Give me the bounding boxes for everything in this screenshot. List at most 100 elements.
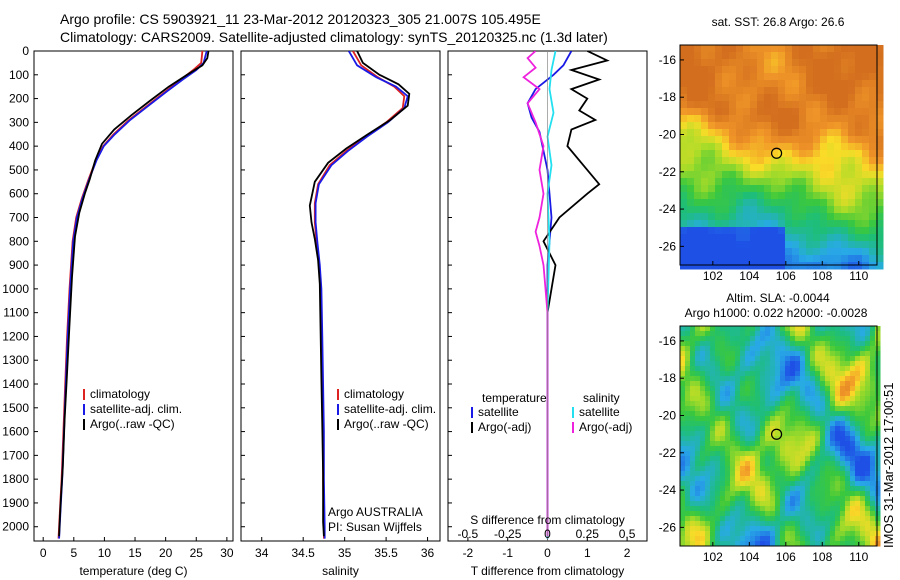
sla-map-frame xyxy=(679,325,878,547)
sla-map-xtick-label: 108 xyxy=(812,550,832,564)
temperature-legend-label: climatology xyxy=(90,387,150,401)
temperature-ytick-label: 1100 xyxy=(3,306,29,320)
differences-xtick-label: 2 xyxy=(624,546,631,560)
differences-legend-label: satellite xyxy=(579,405,620,419)
temperature-panel: 0100200300400500600700800900100011001200… xyxy=(2,44,234,578)
sla-map-ytick-label: -18 xyxy=(659,371,677,385)
temperature-ytick-label: 1600 xyxy=(2,425,29,439)
sst-map-xtick-label: 104 xyxy=(739,269,759,283)
differences-s-tick-label: -0.25 xyxy=(494,527,522,541)
temperature-series-1 xyxy=(58,51,208,539)
sla-map-xtick-label: 104 xyxy=(739,550,759,564)
differences-legend-title: temperature xyxy=(482,391,547,405)
differences-legend-title: salinity xyxy=(583,391,620,405)
temperature-ytick-label: 1400 xyxy=(2,377,29,391)
sla-map-ytick-label: -26 xyxy=(659,520,677,534)
differences-xlabel: T difference from climatology xyxy=(471,564,625,578)
sla-map-subtitle: Argo h1000: 0.022 h2000: -0.0028 xyxy=(685,306,868,320)
temperature-ytick-label: 0 xyxy=(22,44,29,58)
sla-map-ytick-label: -16 xyxy=(659,334,677,348)
salinity-legend-label: Argo(..raw -QC) xyxy=(344,417,429,431)
temperature-ytick-label: 100 xyxy=(9,68,29,82)
differences-series-1 xyxy=(542,51,610,537)
temperature-ytick-label: 700 xyxy=(9,211,29,225)
temperature-series-2 xyxy=(58,51,210,537)
temperature-ytick-label: 1300 xyxy=(2,353,29,367)
temperature-xtick-label: 10 xyxy=(98,546,112,560)
temperature-legend-label: Argo(..raw -QC) xyxy=(90,417,175,431)
sst-map-ytick-label: -16 xyxy=(659,53,677,67)
salinity-series-0 xyxy=(313,51,406,539)
salinity-xtick-label: 34.5 xyxy=(292,546,316,560)
sla-map-ytick-label: -24 xyxy=(659,483,677,497)
imos-timestamp-label: IMOS 31-Mar-2012 17:00:51 xyxy=(881,383,896,548)
sla-map-ytick-label: -20 xyxy=(659,408,677,422)
salinity-series-group xyxy=(308,51,411,539)
differences-legend-label: Argo(-adj) xyxy=(478,420,531,434)
sst-map-ytick-label: -22 xyxy=(659,165,677,179)
temperature-xtick-label: 30 xyxy=(220,546,234,560)
sla-map-cells xyxy=(680,326,881,547)
sla-map-ytick-label: -22 xyxy=(659,446,677,460)
temperature-ytick-label: 1800 xyxy=(2,472,29,486)
differences-series-group xyxy=(522,51,610,539)
temperature-ytick-label: 400 xyxy=(9,139,29,153)
difference-panel: -2 -1 0 1 2 T difference from climatology -0.5… xyxy=(447,50,648,578)
sst-map-xtick-label: 108 xyxy=(812,269,832,283)
sst-map-argo-marker xyxy=(770,147,783,159)
salinity-series-1 xyxy=(314,51,409,539)
sst-map-title: sat. SST: 26.8 Argo: 26.6 xyxy=(712,15,845,29)
sst-map-xtick-label: 102 xyxy=(703,269,723,283)
differences-s-tick-label: -0.5 xyxy=(458,527,479,541)
sla-map-xtick-label: 110 xyxy=(849,550,868,564)
temperature-xtick-label: 25 xyxy=(190,546,204,560)
temperature-ytick-label: 2000 xyxy=(2,520,29,534)
temperature-ytick-label: 600 xyxy=(9,187,29,201)
salinity-panel: 34 34.5 35 35.5 36 salinity climatologysatelli… xyxy=(240,50,441,578)
figure-title-line-1: Argo profile: CS 5903921_11 23-Mar-2012 … xyxy=(60,11,541,27)
temperature-xlabel: temperature (deg C) xyxy=(79,564,187,578)
sla-map-argo-marker xyxy=(770,428,783,440)
differences-xtick-label: 1 xyxy=(584,546,591,560)
differences-series-2 xyxy=(546,51,557,539)
differences-series-3 xyxy=(522,51,549,537)
temperature-legend-label: satellite-adj. clim. xyxy=(90,402,182,416)
sst-map-xtick-label: 106 xyxy=(776,269,796,283)
differences-xtick-label: 0 xyxy=(544,546,551,560)
salinity-xtick-label: 34 xyxy=(255,546,269,560)
differences-xtick-label: -1 xyxy=(502,546,513,560)
differences-s-tick-label: 0.25 xyxy=(576,527,600,541)
temperature-ytick-label: 300 xyxy=(9,115,29,129)
sst-map-frame xyxy=(679,44,878,266)
differences-top-label: S difference from climatology xyxy=(470,513,625,527)
sst-map-ytick-label: -20 xyxy=(659,127,677,141)
sst-map-ytick-label: -26 xyxy=(659,239,677,253)
sst-map-xtick-label: 110 xyxy=(849,269,868,283)
salinity-xtick-label: 35 xyxy=(338,546,352,560)
temperature-ytick-label: 1200 xyxy=(2,329,29,343)
temperature-ytick-label: 900 xyxy=(9,258,29,272)
salinity-series-2 xyxy=(308,51,411,537)
salinity-frame xyxy=(240,50,441,542)
sla-map-xtick-label: 106 xyxy=(776,550,796,564)
temperature-xtick-label: 5 xyxy=(70,546,77,560)
sst-map-cells xyxy=(680,45,884,270)
salinity-xtick-label: 35.5 xyxy=(374,546,398,560)
sla-map-title: Altim. SLA: -0.0044 xyxy=(726,291,830,305)
differences-s-tick-label: 0.5 xyxy=(619,527,636,541)
temperature-xtick-label: 0 xyxy=(40,546,47,560)
sst-map-ytick-label: -18 xyxy=(659,90,677,104)
temperature-ytick-label: 1500 xyxy=(2,401,29,415)
temperature-frame xyxy=(33,50,234,542)
differences-s-tick-label: 0 xyxy=(544,527,551,541)
sla-map-panel: 102 104 106 108 110 -16 -18 -20 -22 -24 -26 Altim. … xyxy=(659,291,881,564)
temperature-xtick-label: 15 xyxy=(128,546,142,560)
temperature-ytick-label: 500 xyxy=(9,163,29,177)
temperature-series-0 xyxy=(57,51,204,539)
differences-series-0 xyxy=(526,51,573,539)
salinity-legend-label: climatology xyxy=(344,387,404,401)
salinity-xlabel: salinity xyxy=(322,564,359,578)
salinity-annotation-line1: Argo AUSTRALIA xyxy=(328,505,423,519)
temperature-xtick-label: 20 xyxy=(159,546,173,560)
